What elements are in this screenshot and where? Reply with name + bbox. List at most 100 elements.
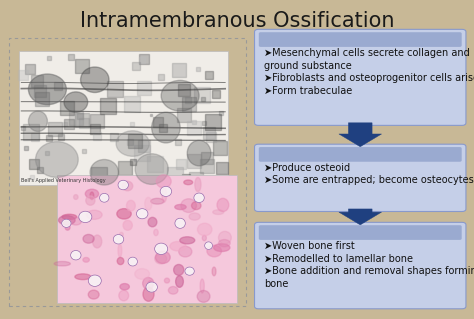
Ellipse shape xyxy=(90,160,118,185)
Ellipse shape xyxy=(173,264,184,275)
Ellipse shape xyxy=(148,281,153,290)
Ellipse shape xyxy=(70,217,82,225)
Ellipse shape xyxy=(148,217,157,227)
Ellipse shape xyxy=(117,257,124,265)
FancyBboxPatch shape xyxy=(259,32,462,47)
Ellipse shape xyxy=(92,235,102,248)
FancyBboxPatch shape xyxy=(19,51,228,185)
Ellipse shape xyxy=(86,196,95,205)
Ellipse shape xyxy=(127,200,135,211)
Ellipse shape xyxy=(154,229,158,236)
Polygon shape xyxy=(339,123,382,147)
Text: ➤Woven bone first
➤Remodelled to lamellar bone
➤Bone addition and removal shapes: ➤Woven bone first ➤Remodelled to lamella… xyxy=(264,241,474,289)
Ellipse shape xyxy=(86,210,102,219)
Ellipse shape xyxy=(217,198,229,211)
Ellipse shape xyxy=(212,267,216,276)
Ellipse shape xyxy=(85,189,99,198)
Ellipse shape xyxy=(187,140,211,166)
Ellipse shape xyxy=(62,214,77,219)
FancyBboxPatch shape xyxy=(259,147,462,162)
Ellipse shape xyxy=(146,283,157,292)
Ellipse shape xyxy=(205,242,212,249)
Ellipse shape xyxy=(185,267,194,275)
Ellipse shape xyxy=(155,244,167,254)
FancyBboxPatch shape xyxy=(57,175,237,303)
Ellipse shape xyxy=(100,194,109,202)
Ellipse shape xyxy=(120,284,129,290)
Ellipse shape xyxy=(152,112,180,143)
Ellipse shape xyxy=(155,251,170,263)
Ellipse shape xyxy=(88,290,99,299)
Ellipse shape xyxy=(114,235,123,244)
Ellipse shape xyxy=(189,213,200,220)
Ellipse shape xyxy=(117,209,131,219)
Ellipse shape xyxy=(123,220,132,230)
Ellipse shape xyxy=(83,257,89,262)
Ellipse shape xyxy=(195,177,201,192)
Ellipse shape xyxy=(184,180,192,185)
Ellipse shape xyxy=(202,235,206,241)
Ellipse shape xyxy=(181,199,197,212)
Ellipse shape xyxy=(118,244,122,257)
Ellipse shape xyxy=(75,274,91,280)
Ellipse shape xyxy=(213,210,224,214)
Ellipse shape xyxy=(28,74,66,105)
Ellipse shape xyxy=(116,131,149,156)
Ellipse shape xyxy=(151,198,164,204)
FancyBboxPatch shape xyxy=(9,38,246,306)
Ellipse shape xyxy=(143,287,154,301)
Text: ➤Mesenchymal cells secrete collagen and
ground substance
➤Fibroblasts and osteop: ➤Mesenchymal cells secrete collagen and … xyxy=(264,48,474,96)
Ellipse shape xyxy=(137,209,147,218)
Ellipse shape xyxy=(54,262,70,266)
Ellipse shape xyxy=(118,181,128,189)
Polygon shape xyxy=(339,209,382,225)
Ellipse shape xyxy=(36,142,78,177)
Ellipse shape xyxy=(175,219,185,228)
Ellipse shape xyxy=(89,276,101,286)
FancyBboxPatch shape xyxy=(259,225,462,240)
Ellipse shape xyxy=(175,204,186,210)
Ellipse shape xyxy=(64,92,88,112)
FancyBboxPatch shape xyxy=(255,144,466,211)
Ellipse shape xyxy=(207,245,221,257)
Ellipse shape xyxy=(194,193,204,202)
Ellipse shape xyxy=(200,279,204,293)
Ellipse shape xyxy=(135,154,168,184)
Ellipse shape xyxy=(161,187,171,196)
Text: Bell's Applied Veterinary Histology: Bell's Applied Veterinary Histology xyxy=(21,178,106,183)
Ellipse shape xyxy=(83,234,94,243)
Ellipse shape xyxy=(143,278,154,289)
Ellipse shape xyxy=(219,240,230,247)
Ellipse shape xyxy=(156,175,171,188)
Ellipse shape xyxy=(162,188,166,202)
Ellipse shape xyxy=(197,290,210,302)
Ellipse shape xyxy=(81,67,109,93)
Ellipse shape xyxy=(164,278,170,283)
Ellipse shape xyxy=(119,290,128,301)
Ellipse shape xyxy=(155,254,167,264)
Ellipse shape xyxy=(79,212,91,222)
Ellipse shape xyxy=(168,286,178,294)
Ellipse shape xyxy=(122,181,133,191)
Ellipse shape xyxy=(191,202,201,210)
Text: Intramembranous Ossification: Intramembranous Ossification xyxy=(80,11,394,31)
Ellipse shape xyxy=(180,237,195,244)
Ellipse shape xyxy=(71,251,81,260)
Ellipse shape xyxy=(73,195,78,199)
FancyBboxPatch shape xyxy=(255,222,466,309)
Ellipse shape xyxy=(90,192,94,200)
Ellipse shape xyxy=(58,216,75,225)
Ellipse shape xyxy=(179,246,192,257)
Ellipse shape xyxy=(65,225,70,230)
Ellipse shape xyxy=(128,257,137,266)
Ellipse shape xyxy=(135,269,150,279)
Ellipse shape xyxy=(119,232,123,237)
Ellipse shape xyxy=(170,241,186,251)
Ellipse shape xyxy=(219,231,231,244)
Ellipse shape xyxy=(214,244,230,251)
Ellipse shape xyxy=(62,219,71,227)
Ellipse shape xyxy=(161,80,199,111)
Ellipse shape xyxy=(28,111,47,131)
Ellipse shape xyxy=(145,197,152,210)
Text: ➤Produce osteoid
➤Some are entrapped; become osteocytes: ➤Produce osteoid ➤Some are entrapped; be… xyxy=(264,163,474,185)
